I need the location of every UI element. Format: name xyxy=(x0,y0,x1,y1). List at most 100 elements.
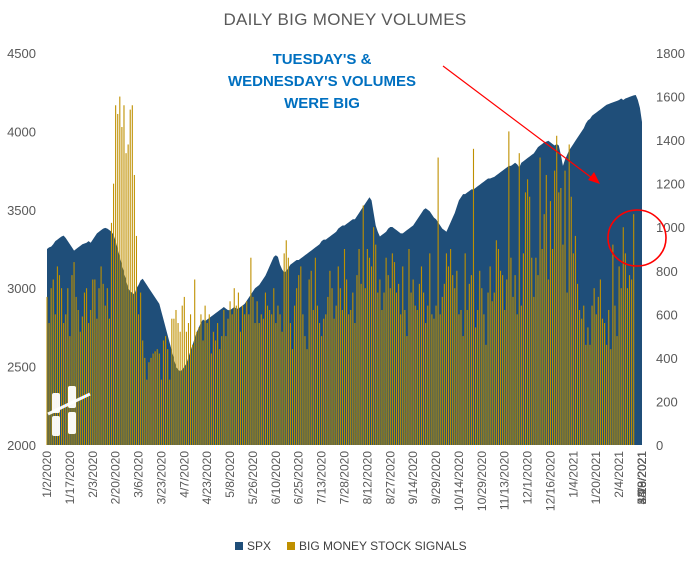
signal-bar xyxy=(439,314,441,445)
annotation-text: WEDNESDAY'S VOLUMES xyxy=(228,73,416,90)
signal-bar xyxy=(599,279,601,445)
signal-bar xyxy=(269,309,271,445)
right-axis-tick-label: 1000 xyxy=(656,220,685,235)
signal-bar xyxy=(52,279,54,445)
signal-bar xyxy=(574,235,576,445)
signal-bar xyxy=(98,288,100,445)
signal-bar xyxy=(483,314,485,445)
signal-bar xyxy=(352,292,354,445)
x-axis-tick-label: 3/23/2021 xyxy=(635,451,649,505)
signal-bar xyxy=(562,244,564,445)
x-axis-tick-label: 3/23/2020 xyxy=(154,451,168,505)
signal-bar xyxy=(481,288,483,445)
signal-bar xyxy=(541,249,543,445)
signal-bar xyxy=(160,379,162,445)
signal-bar xyxy=(408,249,410,445)
signal-bar xyxy=(200,314,202,445)
signal-bar xyxy=(142,340,144,445)
left-axis-tick-label: 4500 xyxy=(7,46,36,61)
signal-bar xyxy=(283,253,285,445)
signal-bar xyxy=(258,323,260,445)
signal-bar xyxy=(167,349,169,445)
right-axis-tick-label: 800 xyxy=(656,264,678,279)
signal-bar xyxy=(343,249,346,445)
signal-bar xyxy=(63,323,65,445)
x-axis-tick-label: 7/28/2020 xyxy=(338,451,352,505)
signal-bar xyxy=(472,148,475,445)
signal-bar xyxy=(104,305,106,445)
chart-title: DAILY BIG MONEY VOLUMES xyxy=(223,10,466,29)
signal-bar xyxy=(337,266,339,445)
signal-bar xyxy=(229,301,231,445)
signal-bar xyxy=(217,323,219,445)
signal-bar xyxy=(198,327,200,445)
signal-bar xyxy=(614,305,616,445)
signal-bar xyxy=(119,96,121,445)
signal-bar xyxy=(433,318,435,445)
signal-bar xyxy=(212,331,214,445)
signal-bar xyxy=(527,179,529,445)
signal-bar xyxy=(564,170,566,445)
signal-bar xyxy=(173,318,175,445)
right-axis-tick-label: 0 xyxy=(656,438,663,453)
left-axis-tick-label: 2000 xyxy=(7,438,36,453)
signal-bar xyxy=(556,135,558,445)
signal-bar xyxy=(312,309,314,445)
x-axis-tick-label: 1/2/2020 xyxy=(40,451,54,498)
signal-bar xyxy=(447,266,450,445)
signal-bar xyxy=(549,201,552,445)
signal-bar xyxy=(516,314,518,445)
signal-bar xyxy=(456,270,458,445)
signal-bar xyxy=(479,270,481,445)
signal-bar xyxy=(348,314,350,445)
signal-bar xyxy=(169,379,171,445)
annotation-text: TUESDAY'S & xyxy=(273,51,372,68)
annotation-circle xyxy=(607,209,667,267)
signal-bar xyxy=(248,314,250,445)
signal-bar xyxy=(192,344,194,445)
signal-bar xyxy=(381,309,383,445)
x-axis-tick-label: 4/8/2021 xyxy=(635,451,649,498)
signal-bar xyxy=(308,279,310,445)
signal-bar xyxy=(593,288,595,445)
signal-bar xyxy=(497,249,499,445)
signal-bar xyxy=(71,275,73,445)
signal-bar xyxy=(262,318,264,445)
signal-bar xyxy=(529,196,531,445)
signal-bar xyxy=(246,301,248,445)
signal-bar xyxy=(410,292,412,445)
signal-bar xyxy=(389,288,391,445)
signal-bar xyxy=(219,349,221,445)
signal-bar xyxy=(400,314,402,445)
x-axis-tick-label: 10/29/2020 xyxy=(475,451,489,511)
signal-bar xyxy=(597,296,599,445)
signal-bar xyxy=(150,357,152,445)
signal-bar xyxy=(531,257,533,445)
signal-bar xyxy=(204,305,206,445)
signal-bar xyxy=(487,292,489,445)
x-axis-tick-label: 4/23/2021 xyxy=(635,451,649,505)
signal-bar xyxy=(152,353,154,445)
signal-bar xyxy=(551,249,554,445)
signal-bar xyxy=(533,296,535,445)
signal-bar xyxy=(493,292,495,445)
signal-bar xyxy=(506,279,508,445)
signal-bar xyxy=(206,323,208,445)
signal-bar xyxy=(260,314,262,445)
signal-bar xyxy=(572,253,574,445)
signal-bar xyxy=(88,323,90,445)
x-axis-tick-label: 11/13/2020 xyxy=(498,451,512,510)
signal-bar xyxy=(310,270,312,445)
signal-bar xyxy=(477,309,479,445)
signal-bar xyxy=(235,305,237,445)
signal-bar xyxy=(58,275,61,445)
signal-bar xyxy=(512,296,514,445)
x-axis-tick-label: 6/25/2020 xyxy=(292,451,306,505)
signal-bar xyxy=(279,314,281,445)
signal-bar xyxy=(418,283,420,445)
signal-bar xyxy=(79,331,81,445)
signal-bar xyxy=(181,305,183,445)
signal-bar xyxy=(631,279,633,445)
signal-bar xyxy=(214,340,217,445)
signal-bar xyxy=(48,323,50,445)
